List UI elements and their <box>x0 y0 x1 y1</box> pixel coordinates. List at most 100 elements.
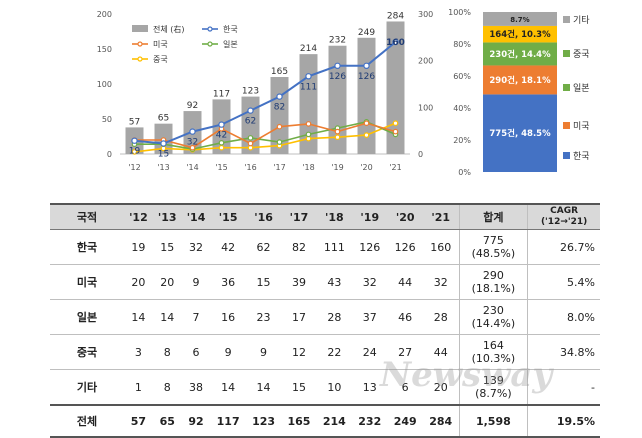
cell-value: 44 <box>422 334 460 370</box>
cell-value: 24 <box>352 334 388 370</box>
cell-value: 23 <box>245 299 282 335</box>
series-point <box>276 93 283 100</box>
table-total-row: 전체 57 65 92 117 123 165 214 232 249 284 1,598 19.5% <box>50 404 600 438</box>
table-row: 한국 19 15 32 42 62 82 111 126 126 160 775 (48.5%) 26.7… <box>50 229 600 265</box>
bar-label: 284 <box>387 11 404 21</box>
stacked-segment <box>483 25 557 43</box>
legend-label: 전체 (右) <box>153 24 185 34</box>
row-country: 한국 <box>50 229 124 265</box>
table-header-row: 국적 '12 '13 '14 '15 '16 '17 '18 '19 '20 '… <box>50 203 600 230</box>
sum-percent: (8.7%) <box>475 387 512 400</box>
sum-count: 775 <box>482 234 504 247</box>
row-country: 중국 <box>50 334 124 370</box>
series-point <box>334 128 341 135</box>
series-point <box>160 140 167 147</box>
row-country: 기타 <box>50 369 124 406</box>
cell-value: 39 <box>281 264 317 300</box>
cell-value: 27 <box>387 334 423 370</box>
y-tick-stacked: 40% <box>453 104 471 113</box>
bar-total <box>386 21 405 154</box>
data-label-korea: 32 <box>187 138 198 148</box>
cell-value: 14 <box>152 299 182 335</box>
stacked-segment <box>483 65 557 95</box>
series-point <box>276 139 283 145</box>
cell-value: 32 <box>422 264 460 300</box>
data-table: 국적 '12 '13 '14 '15 '16 '17 '18 '19 '20 '… <box>50 203 600 438</box>
table-row: 미국 20 20 9 36 15 39 43 32 44 32 290 (18.1%) 5.4% <box>50 264 600 300</box>
cell-value: 38 <box>181 369 211 406</box>
cell-value: 214 <box>316 404 353 438</box>
cell-value: 249 <box>387 404 423 438</box>
cell-cagr: 26.7% <box>527 229 600 265</box>
data-label-korea: 19 <box>129 147 141 157</box>
stacked-label: 775건, 48.5% <box>489 128 551 139</box>
cell-value: 20 <box>124 264 153 300</box>
stacked-legend-swatch <box>563 84 570 91</box>
header-year: '19 <box>352 203 388 230</box>
x-tick: '21 <box>389 163 401 172</box>
series-point <box>363 132 370 138</box>
row-country: 일본 <box>50 299 124 335</box>
cell-value: 14 <box>124 299 153 335</box>
cell-value: 44 <box>387 264 423 300</box>
cell-value: 10 <box>316 369 353 406</box>
y-tick-right: 300 <box>418 10 433 19</box>
header-year: '14 <box>181 203 211 230</box>
data-label-korea: 111 <box>300 82 317 92</box>
cell-value: 37 <box>352 299 388 335</box>
cell-value: 14 <box>210 369 246 406</box>
y-tick-left: 200 <box>97 10 112 19</box>
data-label-korea: 82 <box>274 103 285 113</box>
y-tick-stacked: 100% <box>448 8 471 17</box>
bar-total <box>270 77 289 154</box>
y-tick-left: 50 <box>102 115 112 124</box>
series-point <box>189 144 196 151</box>
bar-label: 232 <box>329 36 346 46</box>
y-tick-stacked: 20% <box>453 136 471 145</box>
x-tick: '15 <box>215 163 227 172</box>
series-point <box>218 144 225 151</box>
stacked-label: 290건, 18.1% <box>489 75 551 86</box>
cell-cagr: 5.4% <box>527 264 600 300</box>
cell-value: 9 <box>245 334 282 370</box>
series-point <box>247 135 254 141</box>
cell-value: 19 <box>124 229 153 265</box>
cell-value: 9 <box>210 334 246 370</box>
cell-value: 15 <box>281 369 317 406</box>
stacked-label: 164건, 10.3% <box>489 29 551 40</box>
bar-label: 165 <box>271 67 288 77</box>
bar-label: 65 <box>158 114 169 124</box>
legend-marker <box>207 26 213 32</box>
data-label-korea: 160 <box>386 38 405 48</box>
header-year: '17 <box>281 203 317 230</box>
cell-value: 284 <box>422 404 460 438</box>
series-point <box>305 131 312 138</box>
series-point <box>276 123 283 130</box>
series-point <box>305 73 312 80</box>
cell-value: 42 <box>210 229 246 265</box>
stacked-legend-swatch <box>563 16 570 23</box>
x-tick: '20 <box>360 163 372 172</box>
sum-count: 139 <box>482 374 504 387</box>
legend-marker <box>137 56 143 62</box>
cell-value: 36 <box>210 264 246 300</box>
sum-percent: (14.4%) <box>471 317 516 330</box>
chart-area: 0 50 100 150 200 0 100 200 300 57 65 92 117 123 165 214… <box>0 0 642 200</box>
table-row: 일본 14 14 7 16 23 17 28 37 46 28 230 (14.4%) 8.0% <box>50 299 600 335</box>
cell-value: 9 <box>181 264 211 300</box>
series-point <box>131 149 138 155</box>
stacked-legend-swatch <box>563 122 570 129</box>
legend-swatch-total <box>132 25 148 32</box>
cell-cagr: 8.0% <box>527 299 600 335</box>
y-tick-left: 150 <box>97 45 112 54</box>
data-label-korea: 42 <box>216 131 227 141</box>
cell-value: 32 <box>181 229 211 265</box>
series-point <box>392 120 399 127</box>
cell-sum: 139 (8.7%) <box>458 369 528 406</box>
bar-label: 123 <box>242 87 259 97</box>
header-year: '18 <box>316 203 353 230</box>
series-point <box>392 38 399 46</box>
cell-cagr: - <box>527 369 600 406</box>
cell-value: 12 <box>281 334 317 370</box>
sum-percent: (48.5%) <box>471 247 516 260</box>
